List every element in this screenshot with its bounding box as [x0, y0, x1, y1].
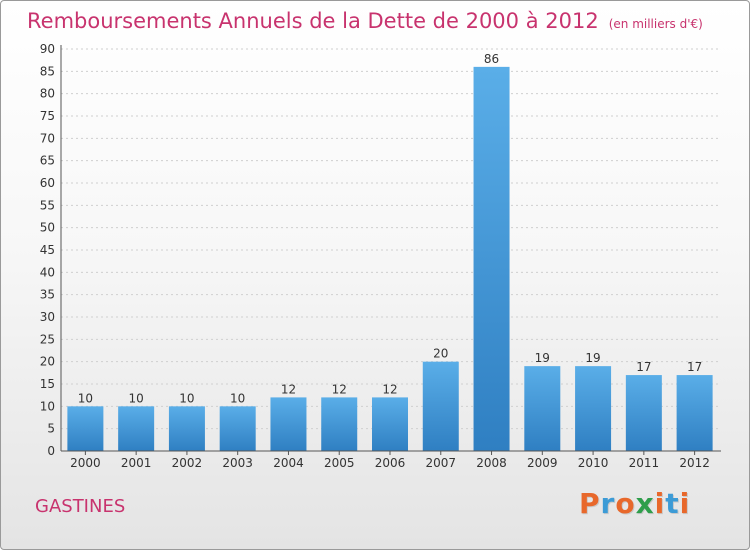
data-label: 20	[433, 347, 448, 361]
y-tick-label: 45	[40, 243, 55, 257]
data-labels: 10 10 10 10 12 12 12 20 86 19 19 17 17	[78, 52, 703, 405]
y-tick-label: 90	[40, 42, 55, 56]
y-tick-label: 55	[40, 198, 55, 212]
bar	[219, 406, 256, 451]
y-axis-tick-labels: 0 5 10 15 20 25 30 35 40 45 50 55 60 65 70 75 80 85 90	[40, 42, 55, 458]
y-tick-label: 5	[47, 422, 55, 436]
proxiti-logo[interactable]: Proxiti	[579, 487, 690, 520]
x-tick-label: 2012	[679, 456, 710, 470]
y-tick-label: 60	[40, 176, 55, 190]
bar	[422, 361, 459, 451]
y-tick-label: 75	[40, 109, 55, 123]
data-label: 19	[535, 351, 550, 365]
logo-letter: x	[635, 487, 655, 520]
x-tick-label: 2003	[222, 456, 253, 470]
chart-title-text: Remboursements Annuels de la Dette de 20…	[27, 9, 599, 33]
bar	[625, 375, 662, 451]
y-tick-label: 0	[47, 444, 55, 458]
y-tick-label: 35	[40, 288, 55, 302]
y-tick-label: 70	[40, 131, 55, 145]
logo-letter: P	[579, 487, 601, 520]
data-label: 10	[129, 391, 144, 405]
data-label: 17	[687, 360, 702, 374]
x-tick-label: 2007	[425, 456, 456, 470]
y-tick-label: 65	[40, 154, 55, 168]
x-axis-tick-labels: 2000 2001 2002 2003 2004 2005 2006 2007 2008 2009…	[70, 451, 710, 470]
x-tick-label: 2004	[273, 456, 304, 470]
data-label: 10	[78, 391, 93, 405]
data-label: 12	[382, 382, 397, 396]
data-label: 17	[636, 360, 651, 374]
x-tick-label: 2006	[375, 456, 406, 470]
logo-letter: r	[600, 487, 616, 520]
x-tick-label: 2000	[70, 456, 101, 470]
bar	[575, 366, 612, 451]
y-tick-label: 20	[40, 355, 55, 369]
axes	[60, 45, 721, 452]
data-label: 12	[281, 382, 296, 396]
x-tick-label: 2001	[121, 456, 152, 470]
bar	[524, 366, 561, 451]
bar	[321, 397, 358, 451]
logo-letter: o	[615, 487, 636, 520]
bar	[372, 397, 408, 451]
x-tick-label: 2009	[527, 456, 558, 470]
y-tick-label: 10	[40, 399, 55, 413]
bar	[473, 66, 510, 451]
bar	[67, 406, 104, 451]
bar	[676, 375, 713, 451]
x-tick-label: 2008	[476, 456, 507, 470]
y-tick-label: 25	[40, 332, 55, 346]
x-tick-label: 2010	[578, 456, 609, 470]
data-label: 10	[179, 391, 194, 405]
y-tick-label: 40	[40, 265, 55, 279]
y-tick-label: 30	[40, 310, 55, 324]
bar	[168, 406, 205, 451]
bar	[118, 406, 155, 451]
y-tick-label: 85	[40, 64, 55, 78]
bar	[270, 397, 307, 451]
y-tick-label: 15	[40, 377, 55, 391]
bars	[67, 66, 713, 451]
chart-unit: (en milliers d'€)	[608, 17, 703, 31]
x-tick-label: 2002	[172, 456, 203, 470]
data-label: 12	[332, 382, 347, 396]
x-tick-label: 2005	[324, 456, 355, 470]
data-label: 10	[230, 391, 245, 405]
place-name: GASTINES	[35, 496, 126, 517]
y-tick-label: 50	[40, 221, 55, 235]
x-tick-label: 2011	[629, 456, 660, 470]
logo-letter: t	[665, 487, 680, 520]
logo-letter: i	[654, 487, 666, 520]
data-label: 86	[484, 52, 499, 66]
data-label: 19	[585, 351, 600, 365]
y-tick-label: 80	[40, 87, 55, 101]
chart-title: Remboursements Annuels de la Dette de 20…	[27, 9, 703, 33]
logo-letter: i	[679, 487, 691, 520]
